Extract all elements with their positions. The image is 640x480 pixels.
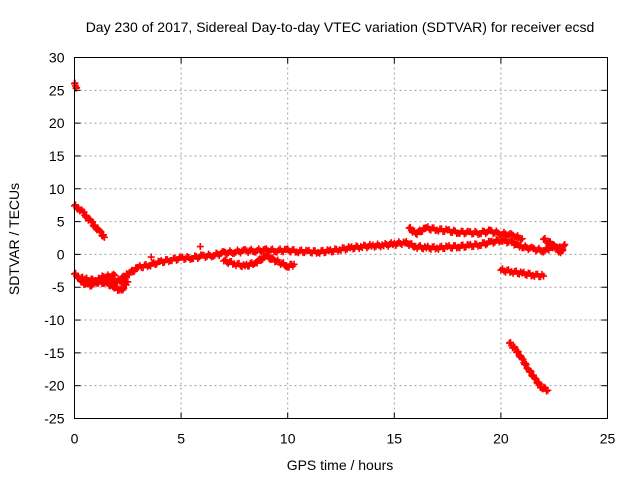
isolated-point (147, 253, 155, 261)
main-band-point (482, 241, 490, 249)
dip-band-point (290, 260, 298, 268)
late-bump-point (546, 238, 554, 246)
early-decline-point (91, 221, 99, 229)
late-decline-point (544, 386, 552, 394)
x-tick-label: 10 (280, 431, 296, 447)
tick-labels: 0 5 10 15 20 25 -25 -20 -15 -10 -5 0 5 10 15 20 25 30 (44, 50, 615, 447)
main-band-point (194, 255, 202, 263)
x-tick-label: 5 (177, 431, 185, 447)
chart-title: Day 230 of 2017, Sidereal Day-to-day VTE… (86, 19, 595, 35)
y-tick-label: 15 (49, 148, 65, 164)
isolated-point (196, 243, 204, 251)
early-negative-point (111, 271, 119, 279)
y-axis-label: SDTVAR / TECUs (6, 183, 22, 295)
early-negative-point (110, 270, 118, 278)
late-decline-point (536, 380, 544, 388)
main-band-point (489, 239, 497, 247)
y-tick-label: 25 (49, 82, 65, 98)
y-tick-label: -25 (44, 411, 64, 427)
x-tick-label: 15 (387, 431, 403, 447)
upper-arc-point (518, 235, 526, 243)
late-bump-point (553, 243, 561, 251)
y-tick-label: 30 (49, 50, 65, 66)
upper-arc-point (517, 236, 525, 244)
x-tick-label: 20 (493, 431, 509, 447)
late-negative-point (540, 272, 548, 280)
y-tick-label: 20 (49, 115, 65, 131)
upper-arc-point (482, 230, 490, 238)
early-decline-point (100, 233, 108, 241)
ticks (74, 57, 608, 419)
dip-band-point (257, 257, 265, 265)
dip-band-point (268, 254, 276, 262)
early-decline-point (80, 208, 88, 216)
y-tick-label: 0 (57, 246, 65, 262)
late-bump-point (561, 241, 569, 249)
grid (74, 57, 608, 419)
y-tick-label: -10 (44, 312, 64, 328)
upper-arc-point (500, 228, 508, 236)
early-negative-point (88, 282, 96, 290)
y-tick-label: -20 (44, 378, 64, 394)
y-tick-label: -15 (44, 345, 64, 361)
main-band-point (130, 267, 138, 275)
upper-arc-point (508, 230, 516, 238)
early-decline-point (96, 227, 104, 235)
data-points (71, 79, 569, 395)
plot-frame (74, 57, 608, 419)
y-tick-label: -5 (52, 279, 65, 295)
x-tick-label: 0 (71, 431, 79, 447)
y-tick-label: 10 (49, 181, 65, 197)
late-decline-point (506, 338, 514, 346)
x-axis-label: GPS time / hours (287, 457, 394, 473)
y-tick-label: 5 (57, 214, 65, 230)
late-decline-point (540, 383, 548, 391)
x-tick-label: 25 (600, 431, 616, 447)
